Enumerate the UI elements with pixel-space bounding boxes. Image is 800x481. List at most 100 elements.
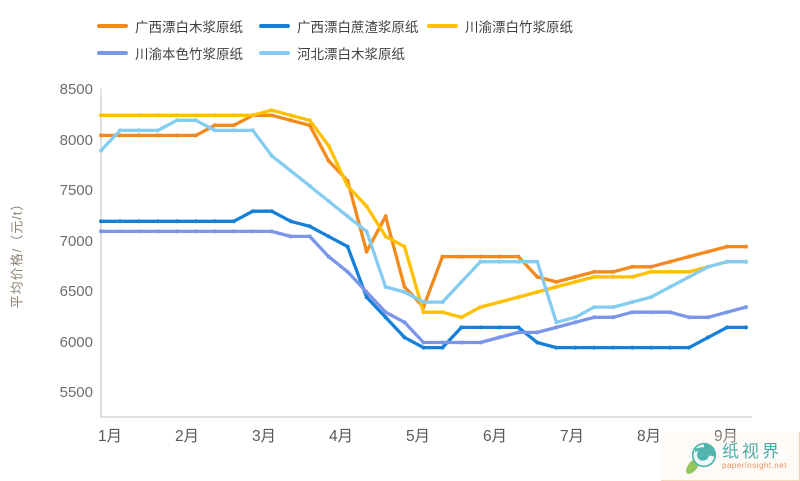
- series-line-2: [99, 108, 748, 319]
- x-tick-label: 1月: [97, 428, 123, 445]
- data-point: [269, 113, 274, 118]
- data-point: [136, 133, 141, 138]
- data-point: [118, 133, 122, 138]
- data-point: [402, 335, 407, 340]
- legend-swatch-icon: [97, 50, 128, 56]
- data-point: [118, 113, 122, 118]
- y-tick-label: 5500: [59, 384, 93, 401]
- data-point: [592, 345, 597, 350]
- data-point: [118, 128, 122, 133]
- data-point: [326, 143, 331, 148]
- legend-label: 广西漂白木浆原纸: [135, 20, 243, 35]
- data-point: [193, 229, 198, 234]
- data-point: [250, 128, 255, 133]
- data-point: [744, 244, 748, 249]
- data-point: [516, 325, 521, 330]
- data-point: [99, 133, 103, 138]
- legend-label: 河北漂白木浆原纸: [297, 47, 405, 62]
- data-point: [554, 325, 559, 330]
- data-point: [364, 204, 369, 209]
- data-point: [725, 244, 729, 249]
- data-point: [516, 295, 521, 300]
- series-2: [99, 108, 748, 320]
- data-point: [440, 345, 445, 350]
- series-line-0: [99, 113, 748, 309]
- data-point: [193, 133, 198, 138]
- data-point: [174, 118, 179, 123]
- data-point: [440, 254, 445, 259]
- data-point: [288, 219, 293, 224]
- watermark-brand: 纸视界: [722, 442, 782, 461]
- data-point: [573, 315, 578, 320]
- data-point: [193, 219, 198, 224]
- data-point: [307, 234, 312, 239]
- data-point: [421, 340, 426, 345]
- data-point: [497, 300, 502, 305]
- legend-item-0: 广西漂白木浆原纸: [97, 17, 243, 35]
- data-point: [497, 335, 502, 340]
- data-point: [497, 325, 502, 330]
- data-point: [649, 345, 654, 350]
- data-point: [326, 234, 331, 239]
- y-tick-label: 8000: [59, 132, 93, 149]
- y-tick-label: 7000: [59, 233, 93, 250]
- data-point: [269, 108, 274, 113]
- data-point: [497, 254, 502, 259]
- data-point: [592, 269, 597, 274]
- data-point: [573, 279, 578, 284]
- data-point: [326, 158, 331, 163]
- watermark-url: paperinsight.net: [722, 461, 787, 470]
- data-point: [345, 214, 350, 219]
- data-point: [383, 310, 388, 315]
- data-point: [459, 254, 464, 259]
- data-point: [99, 219, 103, 224]
- data-point: [136, 229, 141, 234]
- data-point: [288, 113, 293, 118]
- data-point: [212, 113, 217, 118]
- y-tick-label: 8500: [59, 81, 93, 98]
- data-point: [364, 295, 369, 300]
- data-point: [383, 234, 388, 239]
- data-point: [231, 219, 236, 224]
- data-point: [649, 295, 654, 300]
- data-point: [649, 264, 654, 269]
- data-point: [440, 340, 445, 345]
- data-point: [155, 113, 160, 118]
- legend-item-2: 川渝漂白竹浆原纸: [427, 17, 573, 35]
- data-point: [364, 249, 369, 254]
- data-point: [516, 254, 521, 259]
- data-point: [326, 254, 331, 259]
- x-tick-label: 2月: [174, 428, 200, 445]
- data-point: [497, 259, 502, 264]
- data-point: [611, 345, 616, 350]
- data-point: [136, 219, 141, 224]
- data-point: [706, 264, 711, 269]
- data-point: [687, 254, 692, 259]
- data-point: [459, 325, 464, 330]
- data-point: [99, 229, 103, 234]
- data-point: [345, 183, 350, 188]
- watermark-text: 纸视界 paperinsight.net: [722, 442, 787, 470]
- data-point: [440, 300, 445, 305]
- data-point: [573, 345, 578, 350]
- data-point: [269, 229, 274, 234]
- legend-item-4: 河北漂白木浆原纸: [259, 44, 405, 62]
- data-point: [174, 133, 179, 138]
- data-point: [744, 259, 748, 264]
- data-point: [118, 229, 122, 234]
- data-point: [118, 219, 122, 224]
- data-point: [345, 244, 350, 249]
- data-point: [478, 325, 483, 330]
- data-point: [231, 229, 236, 234]
- x-tick-label: 7月: [559, 428, 585, 445]
- data-point: [478, 340, 483, 345]
- data-point: [402, 290, 407, 294]
- data-point: [573, 320, 578, 325]
- data-point: [706, 249, 711, 254]
- data-point: [155, 133, 160, 138]
- data-point: [364, 229, 369, 234]
- data-point: [174, 219, 179, 224]
- data-point: [402, 244, 407, 249]
- data-point: [592, 274, 597, 279]
